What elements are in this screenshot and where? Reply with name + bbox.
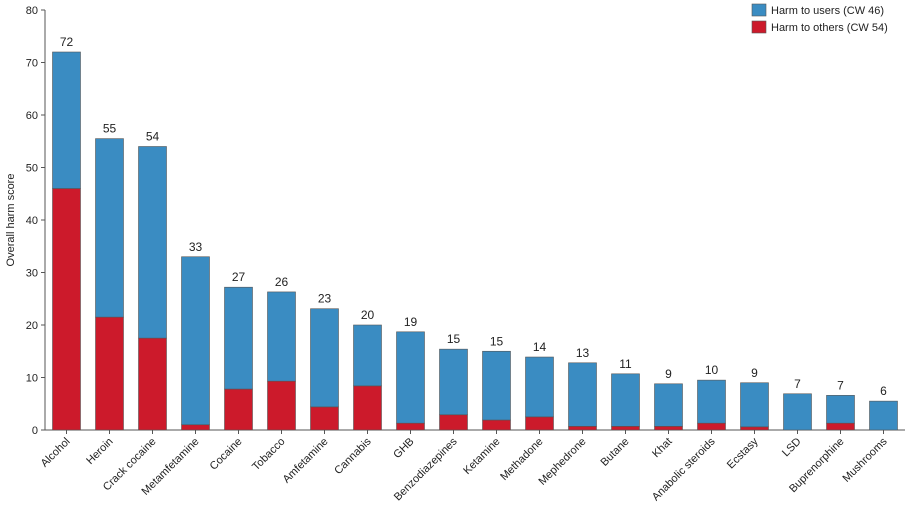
legend-swatch bbox=[751, 3, 767, 17]
bar-segment bbox=[697, 422, 726, 431]
legend-swatch bbox=[751, 20, 767, 34]
bar-segment bbox=[654, 383, 683, 427]
bar-segment bbox=[568, 426, 597, 431]
y-tick-label: 80 bbox=[26, 5, 38, 17]
y-axis-label: Overall harm score bbox=[5, 174, 17, 267]
x-tick-label: Amfetamine bbox=[281, 436, 331, 486]
total-label: 33 bbox=[189, 240, 203, 254]
x-tick-label: Ecstasy bbox=[725, 435, 761, 471]
total-label: 72 bbox=[60, 35, 74, 49]
total-label: 20 bbox=[361, 308, 375, 322]
total-label: 14 bbox=[533, 340, 547, 354]
x-tick-label: Khat bbox=[650, 436, 674, 460]
legend-label: Harm to users (CW 46) bbox=[771, 5, 884, 17]
bar-segment bbox=[783, 393, 812, 431]
bar-segment bbox=[611, 426, 640, 431]
bar-segment bbox=[396, 422, 425, 431]
bar-segment bbox=[181, 256, 210, 426]
y-tick-label: 50 bbox=[26, 163, 38, 175]
total-label: 23 bbox=[318, 292, 332, 306]
bar-segment bbox=[826, 422, 855, 431]
bar-segment bbox=[396, 331, 425, 424]
x-tick-label: LSD bbox=[780, 436, 804, 460]
bar-segment bbox=[267, 291, 296, 382]
bar-segment bbox=[353, 385, 382, 431]
total-label: 7 bbox=[794, 377, 801, 391]
x-tick-label: Mushrooms bbox=[840, 435, 889, 484]
bar-segment bbox=[224, 388, 253, 431]
bar-segment bbox=[310, 308, 339, 408]
x-tick-label: Butane bbox=[598, 436, 631, 469]
bar-segment bbox=[826, 395, 855, 424]
bar-segment bbox=[525, 356, 554, 418]
bar-segment bbox=[869, 400, 898, 431]
total-label: 54 bbox=[146, 130, 160, 144]
x-tick-label: Cocaine bbox=[208, 436, 245, 473]
bar-segment bbox=[654, 426, 683, 431]
y-tick-label: 60 bbox=[26, 110, 38, 122]
x-tick-label: GHB bbox=[391, 436, 416, 461]
bar-segment bbox=[439, 414, 468, 431]
total-label: 6 bbox=[880, 384, 887, 398]
bar-segment bbox=[310, 406, 339, 431]
y-tick-label: 30 bbox=[26, 268, 38, 280]
bar-segment bbox=[52, 188, 81, 431]
bar-segment bbox=[439, 348, 468, 416]
total-label: 13 bbox=[576, 346, 590, 360]
bar-segment bbox=[611, 373, 640, 427]
total-label: 10 bbox=[705, 363, 719, 377]
bar-segment bbox=[267, 380, 296, 431]
bar-segment bbox=[525, 416, 554, 431]
total-label: 19 bbox=[404, 315, 418, 329]
legend-label: Harm to others (CW 54) bbox=[771, 22, 888, 34]
bar-segment bbox=[52, 51, 81, 189]
bar-segment bbox=[181, 424, 210, 431]
total-label: 27 bbox=[232, 270, 246, 284]
bar-segment bbox=[353, 324, 382, 387]
bar-segment bbox=[740, 382, 769, 428]
total-label: 26 bbox=[275, 275, 289, 289]
total-label: 55 bbox=[103, 122, 117, 136]
x-tick-label: Tobacco bbox=[250, 436, 287, 473]
bar-segment bbox=[138, 337, 167, 431]
bar-segment bbox=[568, 362, 597, 427]
y-tick-label: 0 bbox=[32, 425, 38, 437]
x-tick-label: Heroin bbox=[84, 436, 115, 467]
bar-segment bbox=[224, 286, 253, 390]
bar-segment bbox=[138, 146, 167, 339]
x-tick-label: Alcohol bbox=[39, 436, 73, 470]
y-tick-label: 20 bbox=[26, 320, 38, 332]
total-label: 11 bbox=[619, 357, 632, 371]
x-tick-label: Ketamine bbox=[461, 436, 502, 477]
bar-segment bbox=[95, 138, 124, 318]
y-tick-label: 10 bbox=[26, 373, 38, 385]
bar-segment bbox=[482, 419, 511, 431]
bar-segment bbox=[482, 350, 511, 421]
total-label: 9 bbox=[665, 367, 672, 381]
total-label: 15 bbox=[447, 332, 461, 346]
y-tick-label: 70 bbox=[26, 58, 38, 70]
x-tick-label: Cannabis bbox=[332, 435, 374, 477]
total-label: 9 bbox=[751, 366, 758, 380]
total-label: 15 bbox=[490, 334, 504, 348]
bar-segment bbox=[95, 316, 124, 431]
total-label: 7 bbox=[837, 378, 844, 392]
y-tick-label: 40 bbox=[26, 215, 38, 227]
bar-segment bbox=[697, 379, 726, 424]
bar-segment bbox=[740, 426, 769, 431]
